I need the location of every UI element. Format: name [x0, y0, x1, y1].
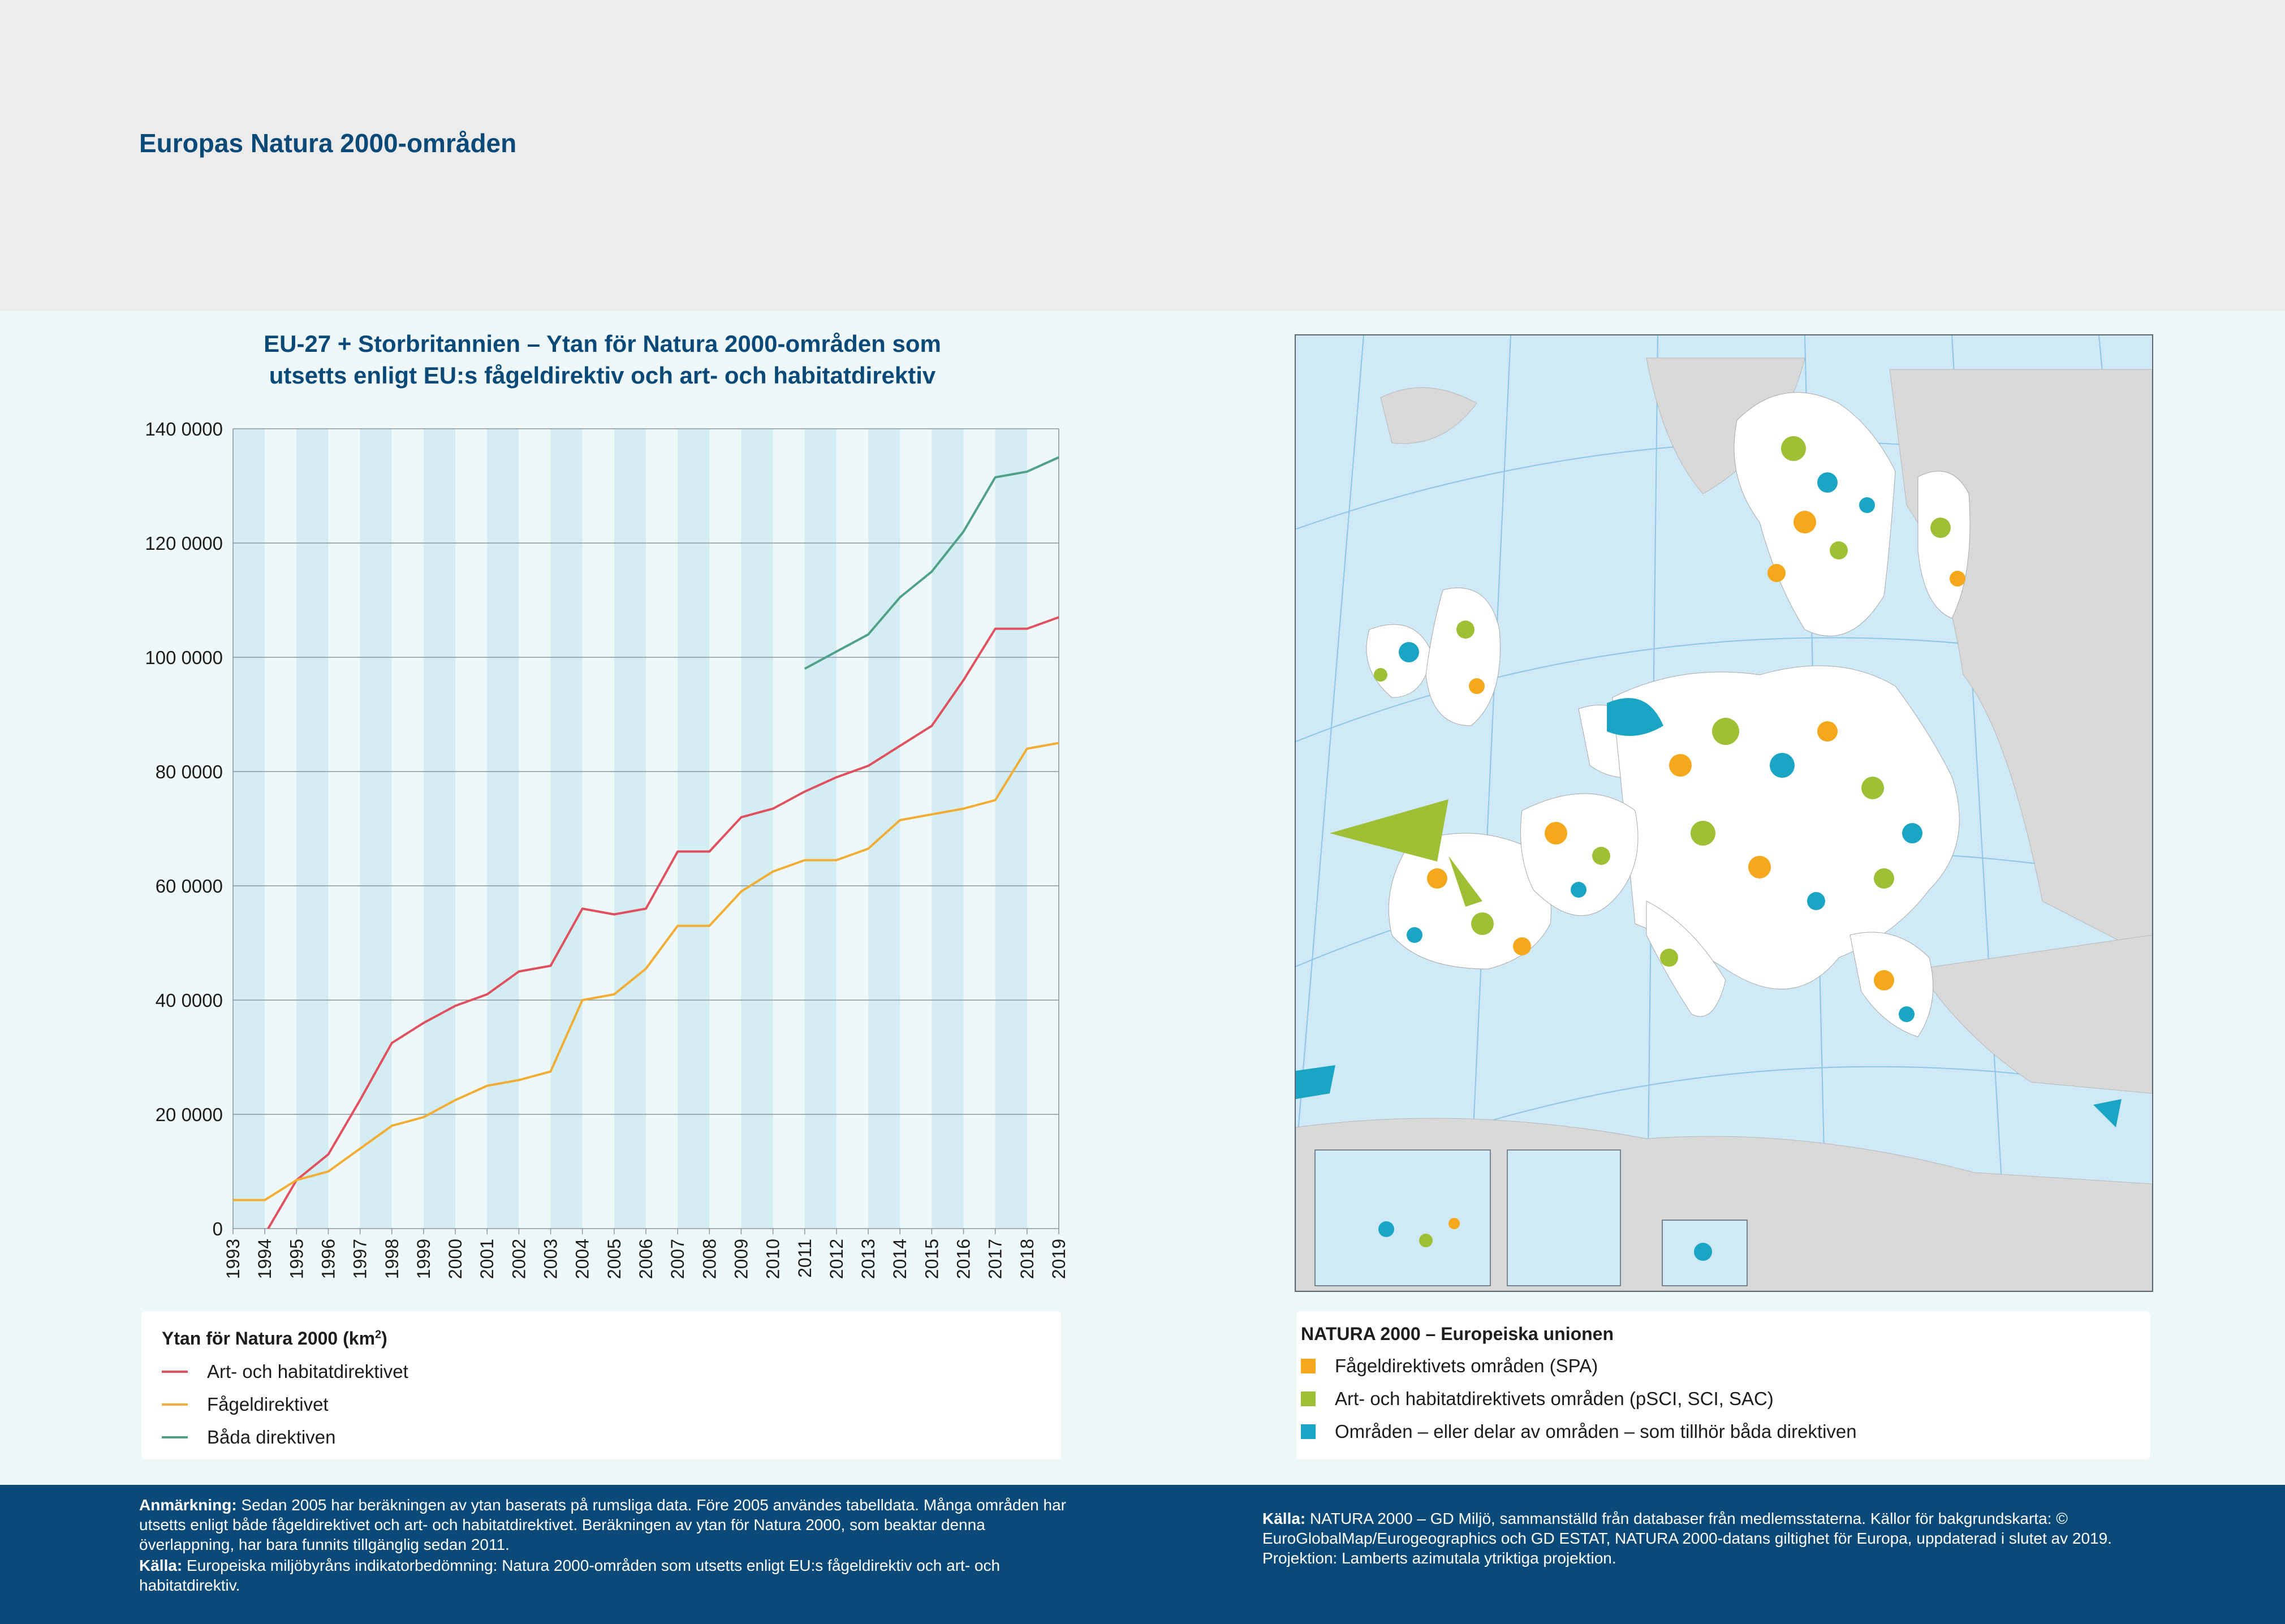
x-tick-label: 2015 [921, 1239, 942, 1279]
y-tick-label: 80 0000 [156, 761, 223, 782]
legend-swatch-habitat [162, 1371, 188, 1373]
column-band [550, 429, 583, 1229]
column-band [678, 429, 710, 1229]
chart-legend: Ytan för Natura 2000 (km2) Art- och habi… [141, 1311, 1061, 1459]
column-band [487, 429, 519, 1229]
series-line [804, 456, 1059, 670]
column-band [423, 429, 456, 1229]
map-legend-item-sci: Art- och habitatdirektivets områden (pSC… [1301, 1388, 1774, 1410]
page-title: Europas Natura 2000-områden [139, 128, 517, 158]
line-chart: 0 20 0000 40 0000 60 0000 80 0000 100 0000 120… [145, 419, 1069, 1279]
map-legend: NATURA 2000 – Europeiska unionen Fågeldi… [1296, 1311, 2150, 1459]
column-band [360, 429, 392, 1229]
legend-item-both: Båda direktiven [162, 1427, 335, 1448]
y-tick-label: 0 [213, 1218, 223, 1239]
footer: Anmärkning: Sedan 2005 har beräkningen a… [0, 1485, 2285, 1624]
chart-legend-title-end: ) [381, 1328, 387, 1349]
legend-swatch-birds [162, 1403, 188, 1406]
legend-label-both: Båda direktiven [207, 1427, 336, 1448]
column-band [868, 429, 900, 1229]
x-tick-label: 2010 [763, 1239, 783, 1279]
chart-legend-title-sup: 2 [375, 1328, 382, 1341]
y-tick-label: 140 0000 [145, 419, 223, 440]
series-line [266, 616, 1059, 1229]
footer-source-left: Källa: Europeiska miljöbyråns indikatorb… [139, 1556, 1067, 1595]
inset-islands [1378, 1218, 1712, 1261]
x-tick-label: 2006 [636, 1239, 656, 1279]
column-band [804, 429, 837, 1229]
x-tick-label: 2016 [954, 1239, 974, 1279]
x-tick-label: 2014 [890, 1239, 910, 1279]
chart-title-line-2: utsetts enligt EU:s fågeldirektiv och ar… [269, 362, 936, 389]
x-tick-label: 2018 [1017, 1239, 1037, 1279]
x-tick-label: 2001 [477, 1239, 497, 1279]
footer-note: Anmärkning: Sedan 2005 har beräkningen a… [139, 1495, 1067, 1554]
x-tick-label: 1995 [286, 1239, 307, 1279]
y-tick-label: 100 0000 [145, 647, 223, 668]
x-tick-label: 2013 [858, 1239, 878, 1279]
header-band [0, 0, 2285, 311]
column-band [233, 429, 265, 1229]
map-legend-label-sci: Art- och habitatdirektivets områden (pSC… [1335, 1388, 1774, 1409]
footer-source-left-label: Källa: [139, 1557, 183, 1574]
map-legend-label-spa: Fågeldirektivets områden (SPA) [1335, 1355, 1598, 1376]
x-tick-label: 1998 [382, 1239, 402, 1279]
y-tick-label: 60 0000 [156, 876, 223, 897]
footer-note-text: Sedan 2005 har beräkningen av ytan baser… [139, 1496, 1066, 1553]
x-tick-label: 1999 [413, 1239, 434, 1279]
map-legend-item-both: Områden – eller delar av områden – som t… [1301, 1421, 1857, 1442]
x-tick-label: 2011 [795, 1239, 815, 1278]
legend-label-habitat: Art- och habitatdirektivet [207, 1361, 408, 1382]
x-tick-label: 2002 [508, 1239, 529, 1279]
chart-legend-title-text: Ytan för Natura 2000 (km [162, 1328, 376, 1349]
legend-item-birds: Fågeldirektivet [162, 1394, 329, 1415]
column-band [932, 429, 964, 1229]
x-tick-label: 2007 [667, 1239, 688, 1279]
series-line [233, 742, 1059, 1201]
legend-item-habitat: Art- och habitatdirektivet [162, 1361, 408, 1382]
natura-2000-map [1295, 334, 2153, 1292]
x-tick-label: 2000 [445, 1239, 465, 1279]
footer-source-left-text: Europeiska miljöbyråns indikatorbedömnin… [139, 1557, 1001, 1594]
x-tick-label: 2004 [572, 1239, 593, 1279]
y-tick-label: 40 0000 [156, 990, 223, 1011]
x-tick-label: 2003 [541, 1239, 561, 1279]
column-band [296, 429, 329, 1229]
footer-source-right-text: NATURA 2000 – GD Miljö, sammanställd frå… [1262, 1510, 2112, 1567]
map-legend-title: NATURA 2000 – Europeiska unionen [1301, 1324, 1614, 1344]
footer-note-label: Anmärkning: [139, 1496, 237, 1514]
chart-title: EU-27 + Storbritannien – Ytan för Natura… [187, 328, 1018, 391]
x-tick-label: 2017 [985, 1239, 1006, 1279]
map-legend-swatch-both [1301, 1424, 1316, 1439]
x-tick-label: 2019 [1049, 1239, 1069, 1279]
footer-source-right: Källa: NATURA 2000 – GD Miljö, sammanstä… [1262, 1509, 2156, 1568]
legend-label-birds: Fågeldirektivet [207, 1394, 329, 1415]
map-legend-item-spa: Fågeldirektivets områden (SPA) [1301, 1355, 1598, 1377]
legend-swatch-both [162, 1436, 188, 1438]
x-tick-label: 2008 [699, 1239, 719, 1279]
map-legend-label-both: Områden – eller delar av områden – som t… [1335, 1421, 1857, 1442]
eu-land [1366, 392, 1971, 1037]
footer-source-right-label: Källa: [1262, 1510, 1306, 1527]
column-band [614, 429, 646, 1229]
x-tick-label: 1997 [350, 1239, 370, 1279]
x-tick-label: 1993 [223, 1239, 243, 1279]
x-tick-label: 2005 [604, 1239, 624, 1279]
x-tick-label: 2012 [826, 1239, 847, 1279]
y-tick-label: 120 0000 [145, 533, 223, 554]
x-tick-label: 2009 [731, 1239, 751, 1279]
y-tick-label: 20 0000 [156, 1104, 223, 1125]
x-tick-label: 1996 [318, 1239, 338, 1279]
chart-title-line-1: EU-27 + Storbritannien – Ytan för Natura… [264, 330, 941, 357]
map-legend-swatch-sci [1301, 1392, 1316, 1406]
column-band [995, 429, 1027, 1229]
chart-legend-title: Ytan för Natura 2000 (km2) [162, 1328, 387, 1349]
column-band [741, 429, 773, 1229]
map-legend-swatch-spa [1301, 1359, 1316, 1373]
protected-areas [1296, 436, 2122, 1127]
x-tick-label: 1994 [255, 1239, 275, 1279]
map-svg [1296, 335, 2152, 1291]
